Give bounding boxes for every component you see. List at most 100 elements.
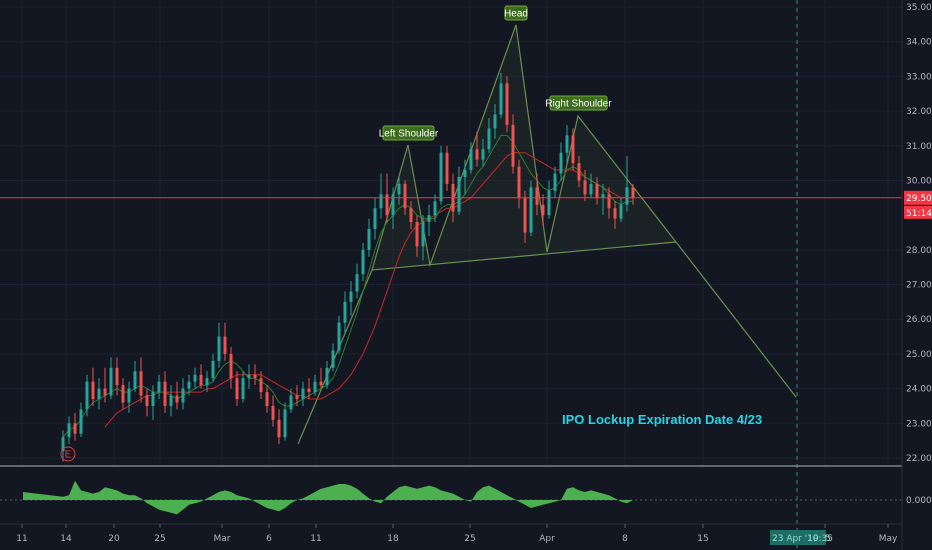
candle — [295, 385, 299, 406]
candle — [73, 412, 77, 441]
candle — [277, 409, 281, 445]
candle-body — [613, 208, 617, 219]
candle — [67, 416, 71, 445]
candle — [199, 364, 203, 389]
candle — [235, 371, 239, 406]
price-tick-label: 33.00 — [906, 72, 932, 82]
time-tick-label: 20 — [108, 534, 120, 544]
candle — [343, 291, 347, 334]
price-tick-label: 26.00 — [906, 315, 932, 325]
candle — [469, 142, 473, 174]
candle — [487, 118, 491, 153]
candle-body — [421, 222, 425, 247]
left-shoulder-label: Left Shoulder — [379, 125, 439, 141]
candle-body — [475, 149, 479, 160]
candle-body — [337, 322, 341, 351]
candle — [253, 364, 257, 386]
candle-body — [61, 437, 65, 452]
candle — [217, 322, 221, 368]
candle-body — [157, 381, 161, 393]
candle-body — [79, 409, 83, 434]
oscillator-area — [23, 480, 633, 515]
candle — [169, 385, 173, 417]
candle-body — [121, 385, 125, 403]
candle-body — [433, 201, 437, 216]
earnings-marker: E — [60, 446, 76, 462]
oscillator-tick-label: 0.0000 — [906, 496, 932, 506]
candle-body — [253, 374, 257, 379]
candle — [625, 156, 629, 212]
candle-body — [391, 194, 395, 216]
candle-body — [301, 388, 305, 400]
lockup-note: IPO Lockup Expiration Date 4/23 — [562, 412, 762, 427]
candle-body — [553, 173, 557, 191]
price-tick-label: 24.00 — [906, 385, 932, 395]
right-shoulder-label-box — [549, 95, 608, 111]
time-tick-label: Apr — [539, 534, 555, 544]
candles — [61, 72, 635, 462]
countdown-label: 51:14 — [906, 209, 932, 219]
candle — [583, 170, 587, 202]
candle-body — [547, 190, 551, 216]
candle — [151, 385, 155, 420]
candle-body — [181, 388, 185, 403]
candle — [571, 128, 575, 171]
candle — [313, 374, 317, 396]
candle-body — [439, 152, 443, 202]
candle-body — [343, 301, 347, 323]
candle — [175, 381, 179, 410]
countdown-tag — [904, 205, 932, 219]
candle-body — [199, 374, 203, 386]
current-price-label: 29.50 — [906, 194, 932, 204]
candle — [481, 138, 485, 167]
candle-body — [235, 378, 239, 400]
candle — [535, 173, 539, 216]
candle — [427, 204, 431, 236]
candle — [475, 131, 479, 167]
candle-body — [631, 187, 635, 198]
candle — [229, 346, 233, 389]
candle — [631, 183, 635, 205]
candle-body — [115, 367, 119, 386]
time-tick-label: 6 — [266, 534, 272, 544]
candle — [121, 378, 125, 410]
candle — [547, 180, 551, 219]
candle-body — [205, 378, 209, 386]
candle-body — [223, 336, 227, 354]
right-shoulder-label: Right Shoulder — [545, 95, 612, 111]
oscillator-panel — [0, 465, 932, 515]
crosshair-time-label: 10:35 — [807, 534, 833, 544]
candle — [553, 166, 557, 198]
time-axis[interactable]: 11142025Mar6111825Apr81525May23 Apr '191… — [0, 523, 902, 545]
pattern-annotations: Left Shoulder Head Right Shoulder E IPO Lock… — [60, 5, 762, 462]
candle — [517, 159, 521, 209]
neckline — [371, 241, 677, 271]
candle — [595, 176, 599, 205]
candle-body — [175, 395, 179, 403]
candle — [331, 343, 335, 372]
candle — [361, 242, 365, 282]
candle-body — [589, 183, 593, 195]
candle-body — [187, 381, 191, 389]
price-axis[interactable]: 35.00 34.00 33.00 32.00 31.00 30.00 28.00 27.00… — [901, 0, 932, 550]
head-label-box — [504, 5, 528, 21]
candle-body — [571, 135, 575, 164]
candle — [223, 322, 227, 361]
time-tick-label: Mar — [214, 534, 231, 544]
candle-body — [577, 163, 581, 181]
price-tick-label: 31.00 — [906, 142, 932, 152]
candle — [493, 104, 497, 139]
price-tick-label: 34.00 — [906, 38, 932, 48]
head-label: Head — [504, 5, 528, 21]
candle — [187, 374, 191, 396]
candle — [445, 145, 449, 191]
candle — [367, 218, 371, 257]
candle-body — [349, 291, 353, 302]
time-tick-label: 18 — [387, 534, 399, 544]
time-tick-label: 8 — [622, 534, 628, 544]
candle — [109, 357, 113, 400]
candle-body — [259, 378, 263, 393]
candle-body — [109, 367, 113, 396]
candle-body — [517, 166, 521, 198]
